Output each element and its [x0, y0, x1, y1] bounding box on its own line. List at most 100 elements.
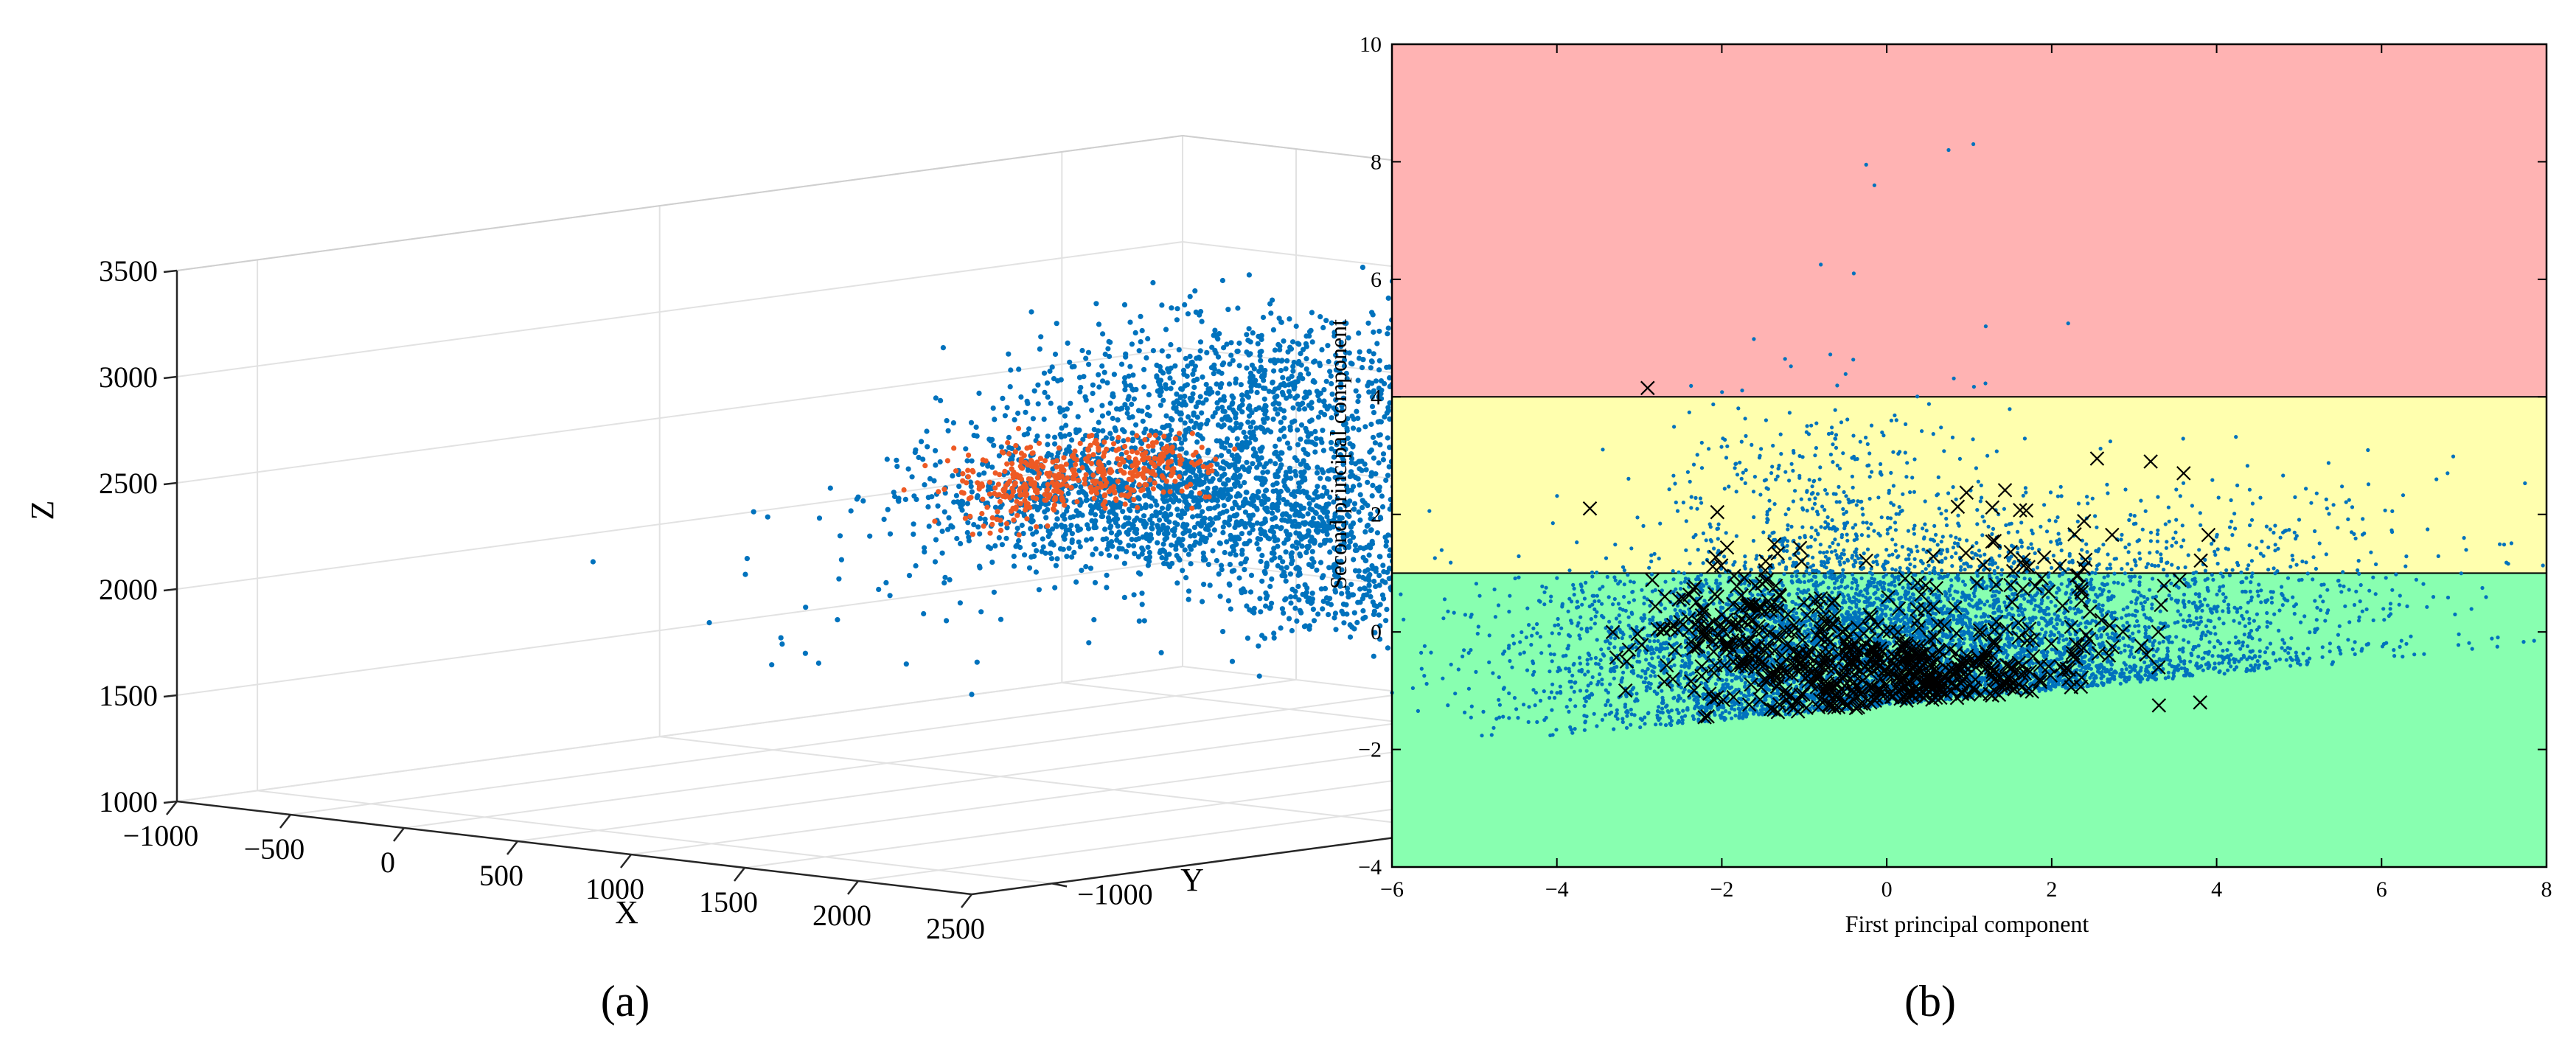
point [1265, 535, 1271, 541]
point [995, 481, 1001, 487]
point [1227, 425, 1233, 431]
point [1356, 330, 1362, 336]
panel-a-z-tick-label: 3500 [99, 254, 158, 288]
point [1016, 537, 1022, 544]
point [1155, 530, 1162, 536]
point [981, 470, 987, 476]
point [1198, 422, 1204, 428]
point [1062, 413, 1068, 419]
point [1349, 592, 1355, 598]
point [1385, 295, 1391, 301]
point [1364, 523, 1370, 529]
point [1191, 542, 1197, 549]
point [995, 509, 1000, 515]
point [1548, 695, 1552, 700]
point [1031, 553, 1037, 560]
point [1191, 377, 1197, 384]
point [1347, 622, 1353, 628]
point [1117, 504, 1123, 510]
point [1344, 611, 1350, 617]
point [1134, 450, 1140, 456]
point [1247, 424, 1253, 430]
point [996, 535, 1002, 541]
point [1369, 394, 1375, 400]
point [1163, 386, 1169, 391]
point [1213, 485, 1219, 491]
point [939, 550, 945, 556]
point [1149, 525, 1155, 531]
point [1169, 542, 1174, 548]
point [1096, 384, 1102, 390]
point [1247, 440, 1253, 446]
point [1278, 462, 1284, 468]
point [1106, 460, 1112, 466]
point [1384, 410, 1390, 416]
point [1199, 481, 1205, 487]
point [1157, 363, 1163, 370]
point [1182, 420, 1188, 426]
point [1042, 389, 1048, 396]
point [1069, 531, 1075, 537]
point [1159, 554, 1165, 561]
point [1011, 517, 1017, 523]
point [1164, 444, 1170, 450]
point [1616, 582, 1621, 586]
point [1121, 302, 1128, 307]
point [1368, 365, 1374, 371]
point [1172, 363, 1178, 369]
point [1129, 463, 1135, 469]
point [1275, 537, 1281, 543]
point [1292, 455, 1298, 461]
point [1281, 497, 1287, 503]
panel-a-x-tick-label: 2500 [926, 912, 985, 945]
point [1191, 425, 1197, 431]
point [1357, 349, 1362, 355]
point [1124, 405, 1130, 411]
point [946, 515, 952, 520]
point [1054, 321, 1059, 327]
point [1298, 479, 1304, 485]
point [1121, 380, 1127, 386]
point [1057, 409, 1063, 415]
point [1316, 504, 1323, 510]
point [1246, 352, 1252, 358]
point [1042, 458, 1048, 464]
point [1193, 309, 1199, 315]
point [1285, 487, 1291, 493]
point [1199, 445, 1205, 450]
point [1283, 596, 1289, 602]
point [1027, 504, 1033, 511]
point [1328, 439, 1334, 445]
point [1142, 481, 1148, 488]
point [992, 543, 998, 549]
point [1104, 380, 1110, 386]
point [1035, 401, 1041, 407]
point [1122, 387, 1128, 393]
point [1266, 389, 1272, 394]
point [1199, 410, 1205, 416]
point [989, 464, 995, 470]
point [1041, 370, 1048, 376]
point [1237, 443, 1243, 449]
point [1051, 506, 1056, 512]
point [1130, 473, 1136, 479]
point [1346, 350, 1352, 356]
point [1279, 606, 1285, 612]
point [1653, 674, 1657, 678]
point [933, 395, 939, 401]
point [1022, 552, 1028, 558]
point [1275, 473, 1281, 480]
point [1096, 419, 1101, 425]
point [909, 474, 915, 480]
point [1287, 427, 1293, 433]
point [1273, 461, 1278, 467]
point [1109, 436, 1115, 442]
point [1331, 499, 1337, 505]
point [1163, 327, 1169, 333]
point [1115, 417, 1121, 423]
point [1009, 492, 1015, 499]
point [1272, 360, 1278, 366]
point [1315, 528, 1321, 534]
point [921, 610, 927, 617]
